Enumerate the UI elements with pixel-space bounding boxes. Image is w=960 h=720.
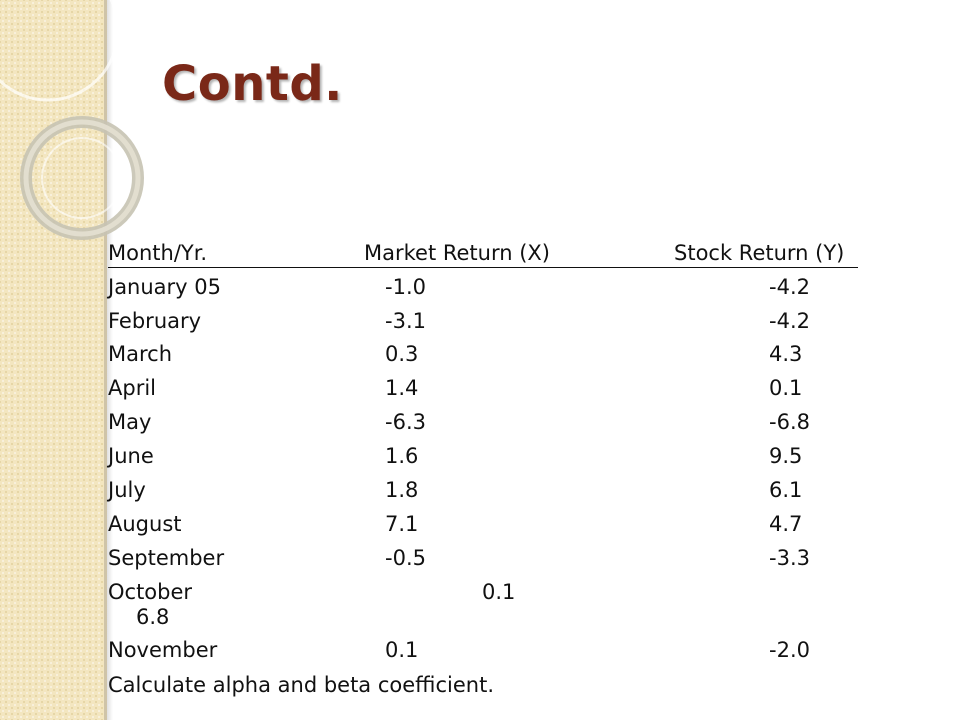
table-header-row: Month/Yr. Market Return (X) Stock Return… <box>108 241 868 271</box>
side-band-edge <box>104 0 107 720</box>
cell-stock: 0.1 <box>769 376 803 400</box>
cell-market: 7.1 <box>385 512 419 536</box>
cell-stock: 6.8 <box>136 605 170 629</box>
table-row: October 0.1 6.8 <box>108 580 868 636</box>
cell-stock: 6.1 <box>769 478 803 502</box>
header-month: Month/Yr. <box>108 241 208 265</box>
cell-month: May <box>108 410 152 434</box>
table-row: May -6.3 -6.8 <box>108 410 868 440</box>
decorative-rings <box>0 0 144 240</box>
cell-month: June <box>108 444 154 468</box>
side-band-shadow <box>107 0 113 720</box>
table-row: November 0.1 -2.0 <box>108 638 868 668</box>
cell-market: -0.5 <box>385 546 426 570</box>
cell-market: -1.0 <box>385 275 426 299</box>
instruction-text: Calculate alpha and beta coefficient. <box>108 673 494 697</box>
header-underline <box>108 267 858 269</box>
slide-title: Contd. <box>162 56 343 112</box>
table-row: June 1.6 9.5 <box>108 444 868 474</box>
cell-stock: 4.3 <box>769 342 803 366</box>
cell-month: September <box>108 546 225 570</box>
cell-market: 0.3 <box>385 342 419 366</box>
table-row: January 05 -1.0 -4.2 <box>108 275 868 305</box>
cell-stock: -2.0 <box>769 638 810 662</box>
header-stock-return: Stock Return (Y) <box>674 241 845 265</box>
cell-stock: 9.5 <box>769 444 803 468</box>
cell-market: -3.1 <box>385 309 426 333</box>
cell-month: January 05 <box>108 275 222 299</box>
cell-month: August <box>108 512 182 536</box>
cell-stock: -6.8 <box>769 410 810 434</box>
cell-month: July <box>108 478 146 502</box>
table-row: April 1.4 0.1 <box>108 376 868 406</box>
header-market-return: Market Return (X) <box>364 241 550 265</box>
cell-market: 1.4 <box>385 376 419 400</box>
cell-market: 1.6 <box>385 444 419 468</box>
cell-month: April <box>108 376 156 400</box>
cell-market: 1.8 <box>385 478 419 502</box>
cell-market: 0.1 <box>482 580 516 604</box>
cell-month: November <box>108 638 218 662</box>
cell-stock: 4.7 <box>769 512 803 536</box>
cell-stock: -3.3 <box>769 546 810 570</box>
cell-month: February <box>108 309 202 333</box>
cell-market: -6.3 <box>385 410 426 434</box>
cell-stock: -4.2 <box>769 309 810 333</box>
cell-month: March <box>108 342 173 366</box>
table-row: March 0.3 4.3 <box>108 342 868 372</box>
cell-month: October <box>108 580 193 604</box>
cell-market: 0.1 <box>385 638 419 662</box>
table-row: September -0.5 -3.3 <box>108 546 868 576</box>
table-row: August 7.1 4.7 <box>108 512 868 542</box>
table-row: February -3.1 -4.2 <box>108 309 868 339</box>
table-row: July 1.8 6.1 <box>108 478 868 508</box>
cell-stock: -4.2 <box>769 275 810 299</box>
